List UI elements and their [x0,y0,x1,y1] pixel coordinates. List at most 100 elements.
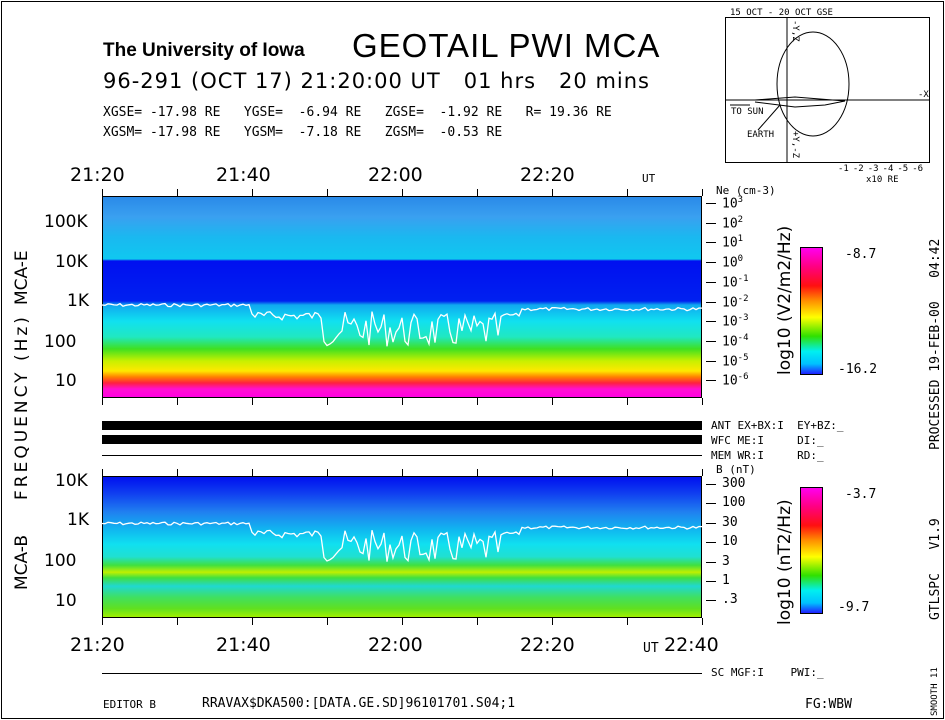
right-axis-tick [706,360,716,362]
y-tick: 10 [55,371,77,391]
wfc-status: WFC ME:I DI:_ [711,434,824,447]
mem-status-line [102,455,702,456]
right-axis-tick-label: 10-6 [722,372,749,389]
wfc-status-bar [102,435,702,444]
right-axis-tick [706,281,716,283]
colorbar-e-min: -16.2 [838,362,878,377]
colorbar-b-max: -3.7 [845,487,877,502]
right-axis-tick-label: 102 [722,214,744,232]
time-tick [627,469,628,476]
sc-status: SC MGF:I PWI:_ [711,666,824,679]
ne-trace-b [101,521,703,563]
time-tick [177,618,178,625]
time-tick [402,469,403,476]
y-tick: 1K [67,510,89,530]
right-axis-tick-label: 300 [722,476,746,491]
right-axis-tick [706,522,716,524]
time-tick [102,189,103,196]
time-tick [177,469,178,476]
colorbar-e [800,247,823,375]
time-tick [102,618,103,625]
date-line: 96-291 (OCT 17) 21:20:00 UT 01 hrs 20 mi… [103,69,650,93]
page-title: GEOTAIL PWI MCA [352,27,661,64]
right-axis-tick [706,203,716,204]
right-axis-tick-label: .3 [722,592,738,608]
b-axis-label: B (nT) [716,463,756,476]
time-tick [402,189,403,196]
x-tick-bottom: 21:40 [216,634,271,656]
mem-status: MEM WR:I RD:_ [711,449,824,462]
right-axis-tick-label: 10-5 [722,352,749,369]
right-axis-tick-label: 10 [722,534,738,550]
ut-label-bottom: UT [643,641,659,656]
time-tick [477,469,478,476]
time-tick [252,398,253,405]
right-axis-tick [706,262,716,264]
y-tick: 10K [55,252,88,272]
minus-x-label: -X [918,90,929,100]
frequency-axis-label: FREQUENCY (Hz) [12,314,32,500]
density-trace-line [101,521,703,563]
time-tick [327,398,328,405]
panel-label-e: MCA-E [12,250,32,305]
panel-label-b: MCA-B [12,535,32,590]
orbit-x-label: x10 RE [866,175,899,185]
editor-label: EDITOR B [103,698,156,711]
time-tick [402,398,403,405]
time-tick [702,189,703,196]
time-tick [552,189,553,196]
gse-coords: XGSE= -17.98 RE YGSE= -6.94 RE ZGSE= -1.… [103,105,612,120]
time-tick [477,398,478,405]
ne-axis-label: Ne (cm-3) [716,184,776,197]
right-axis-tick-label: 10-1 [722,273,749,291]
right-axis-tick [706,380,716,382]
y-tick: 1K [67,291,89,311]
x-tick-bottom: 21:20 [70,634,125,656]
institution: The University of Iowa [103,40,305,61]
ne-trace-e [101,302,703,347]
time-tick [102,398,103,405]
ant-status: ANT EX+BX:I EY+BZ:_ [711,419,844,432]
x-tick-top: 21:20 [70,164,125,186]
orbit-x-tick: -6 [912,164,924,174]
x-tick-top: 22:00 [368,164,423,186]
y-tick: 10K [55,471,88,491]
time-tick [327,618,328,625]
time-tick [102,469,103,476]
right-axis-tick [706,301,716,303]
time-tick [702,618,703,625]
orbit-x-tick: -3 [867,164,879,174]
right-axis-tick [706,600,716,602]
ut-label: UT [642,172,656,185]
time-tick [477,618,478,625]
minus-y-label: -Y,Z [790,20,800,42]
mca-b-spectrogram [102,476,702,618]
right-axis-tick [706,581,716,582]
y-tick: 10 [55,591,77,611]
time-tick [177,398,178,405]
orbit-plot [725,17,930,163]
time-tick [627,189,628,196]
orbit-x-tick: -1 [838,164,849,174]
y-tick: 100 [44,332,77,352]
sc-status-line [102,673,702,674]
orbit-x-tick: -2 [852,164,864,174]
time-tick [552,469,553,476]
time-tick [552,618,553,625]
ant-status-bar [102,421,702,430]
x-tick-top: 22:20 [520,164,575,186]
right-axis-tick-label: 1 [722,573,730,588]
earth-label: EARTH [747,130,775,140]
density-trace-line [101,302,703,347]
orbit-title: 15 OCT - 20 OCT GSE [730,8,833,18]
time-tick [252,189,253,196]
right-axis-tick [706,503,716,505]
right-axis-tick [706,242,716,244]
orbit-x-ticks: -1 -2 -3 -4 -5 -6 [838,164,923,174]
file-path: RRAVAX$DKA500:[DATA.GE.SD]96101701.S04;1 [202,696,516,711]
plus-y-label: +Y,-Z [790,131,800,159]
time-tick [627,618,628,625]
right-axis-tick-label: 10-4 [722,332,749,350]
to-sun-label: TO SUN [731,107,764,117]
